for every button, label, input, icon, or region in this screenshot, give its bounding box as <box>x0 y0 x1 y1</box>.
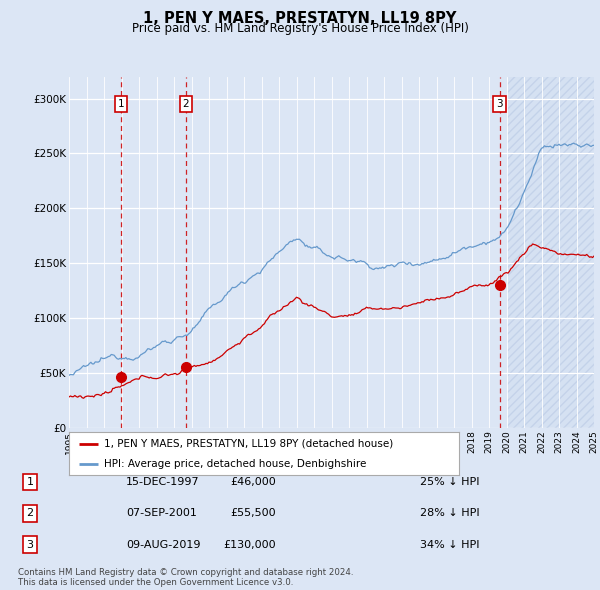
Text: 34% ↓ HPI: 34% ↓ HPI <box>420 540 479 549</box>
Text: 3: 3 <box>496 99 503 109</box>
Text: 07-SEP-2001: 07-SEP-2001 <box>126 509 197 518</box>
Text: £46,000: £46,000 <box>230 477 276 487</box>
Text: £55,500: £55,500 <box>230 509 276 518</box>
Text: HPI: Average price, detached house, Denbighshire: HPI: Average price, detached house, Denb… <box>104 459 367 469</box>
Text: 2: 2 <box>26 509 34 518</box>
Text: 1, PEN Y MAES, PRESTATYN, LL19 8PY (detached house): 1, PEN Y MAES, PRESTATYN, LL19 8PY (deta… <box>104 439 394 449</box>
Text: 28% ↓ HPI: 28% ↓ HPI <box>420 509 479 518</box>
Text: Contains HM Land Registry data © Crown copyright and database right 2024.
This d: Contains HM Land Registry data © Crown c… <box>18 568 353 587</box>
Text: Price paid vs. HM Land Registry's House Price Index (HPI): Price paid vs. HM Land Registry's House … <box>131 22 469 35</box>
Text: 25% ↓ HPI: 25% ↓ HPI <box>420 477 479 487</box>
Text: 1, PEN Y MAES, PRESTATYN, LL19 8PY: 1, PEN Y MAES, PRESTATYN, LL19 8PY <box>143 11 457 25</box>
Text: 3: 3 <box>26 540 34 549</box>
Text: 2: 2 <box>182 99 189 109</box>
Text: 1: 1 <box>26 477 34 487</box>
Text: 09-AUG-2019: 09-AUG-2019 <box>126 540 200 549</box>
Text: 15-DEC-1997: 15-DEC-1997 <box>126 477 200 487</box>
Text: £130,000: £130,000 <box>223 540 276 549</box>
Text: 1: 1 <box>118 99 124 109</box>
